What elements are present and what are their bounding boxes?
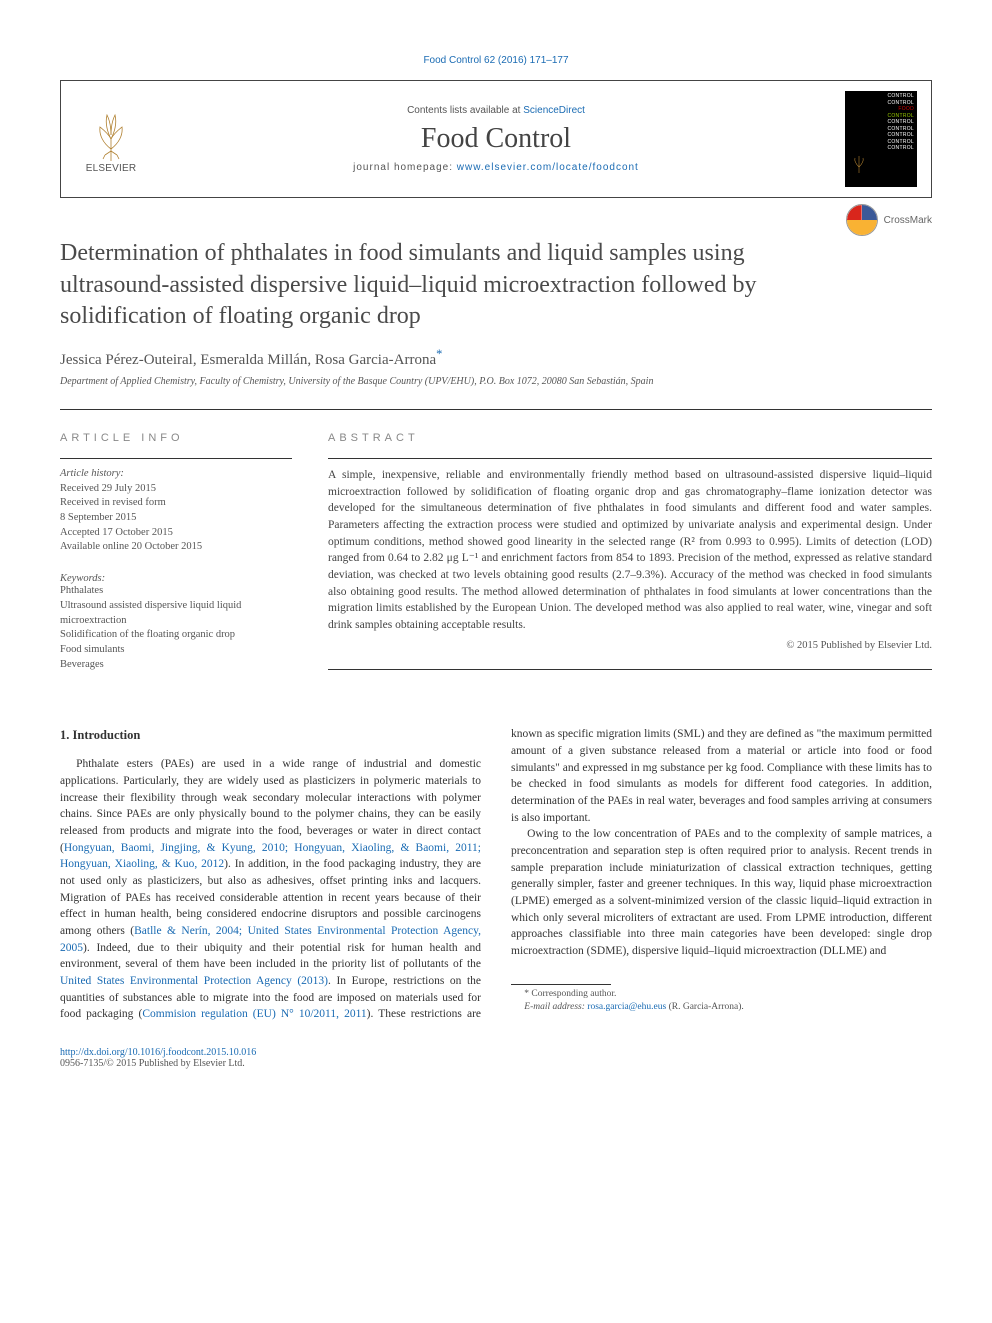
history-accepted: Accepted 17 October 2015 bbox=[60, 526, 292, 541]
cover-line: CONTROL bbox=[848, 120, 914, 126]
email-footnote: E-mail address: rosa.garcia@ehu.eus (R. … bbox=[511, 1001, 932, 1014]
article-title: Determination of phthalates in food simu… bbox=[60, 238, 840, 333]
affiliation: Department of Applied Chemistry, Faculty… bbox=[60, 376, 932, 387]
email-label: E-mail address: bbox=[524, 1002, 587, 1012]
doi-link[interactable]: http://dx.doi.org/10.1016/j.foodcont.201… bbox=[60, 1047, 256, 1058]
elsevier-logo-cell: ELSEVIER bbox=[61, 101, 161, 178]
cover-line: CONTROL bbox=[848, 133, 914, 139]
history-revised-date: 8 September 2015 bbox=[60, 511, 292, 526]
contents-available: Contents lists available at ScienceDirec… bbox=[407, 105, 585, 116]
keyword: Solidification of the floating organic d… bbox=[60, 628, 292, 643]
journal-reference: Food Control 62 (2016) 171–177 bbox=[60, 55, 932, 66]
article-info-col: ARTICLE INFO Article history: Received 2… bbox=[60, 410, 292, 672]
rule bbox=[60, 458, 292, 459]
journal-cover-icon: CONTROL CONTROL FOOD CONTROL CONTROL CON… bbox=[845, 91, 917, 187]
journal-cover-cell: CONTROL CONTROL FOOD CONTROL CONTROL CON… bbox=[831, 91, 931, 187]
header-center: Contents lists available at ScienceDirec… bbox=[161, 105, 831, 173]
elsevier-label: ELSEVIER bbox=[86, 163, 137, 174]
rule bbox=[328, 458, 932, 459]
sciencedirect-link[interactable]: ScienceDirect bbox=[523, 105, 585, 116]
article-history: Article history: Received 29 July 2015 R… bbox=[60, 467, 292, 555]
article-body: 1. Introduction Phthalate esters (PAEs) … bbox=[60, 726, 932, 1023]
crossmark[interactable]: CrossMark bbox=[846, 204, 932, 236]
copyright: © 2015 Published by Elsevier Ltd. bbox=[328, 640, 932, 651]
cover-line: CONTROL bbox=[848, 94, 914, 100]
intro-paragraph: Owing to the low concentration of PAEs a… bbox=[511, 826, 932, 959]
cover-tree-icon bbox=[850, 154, 868, 174]
text: Phthalate esters (PAEs) are used in a wi… bbox=[60, 758, 481, 853]
keyword: Beverages bbox=[60, 658, 292, 673]
keyword: Phthalates bbox=[60, 584, 292, 599]
info-abstract-row: ARTICLE INFO Article history: Received 2… bbox=[60, 410, 932, 672]
abstract-label: ABSTRACT bbox=[328, 432, 932, 444]
journal-header: ELSEVIER Contents lists available at Sci… bbox=[60, 80, 932, 198]
history-revised-label: Received in revised form bbox=[60, 496, 292, 511]
authors: Jessica Pérez-Outeiral, Esmeralda Millán… bbox=[60, 347, 932, 369]
abstract-col: ABSTRACT A simple, inexpensive, reliable… bbox=[328, 410, 932, 672]
article-info-label: ARTICLE INFO bbox=[60, 432, 292, 444]
citation-link[interactable]: United States Environmental Protection A… bbox=[60, 975, 328, 987]
journal-home-prefix: journal homepage: bbox=[353, 162, 457, 173]
keyword: Ultrasound assisted dispersive liquid li… bbox=[60, 599, 292, 628]
crossmark-icon bbox=[846, 204, 878, 236]
issn-copyright: 0956-7135/© 2015 Published by Elsevier L… bbox=[60, 1058, 932, 1069]
history-online: Available online 20 October 2015 bbox=[60, 540, 292, 555]
keywords-list: Phthalates Ultrasound assisted dispersiv… bbox=[60, 584, 292, 672]
cover-line: CONTROL bbox=[848, 146, 914, 152]
journal-home-link[interactable]: www.elsevier.com/locate/foodcont bbox=[457, 162, 639, 173]
journal-title: Food Control bbox=[421, 123, 571, 155]
contents-prefix: Contents lists available at bbox=[407, 105, 523, 116]
rule bbox=[328, 669, 932, 670]
elsevier-tree-icon bbox=[85, 105, 137, 163]
doi-block: http://dx.doi.org/10.1016/j.foodcont.201… bbox=[60, 1047, 932, 1069]
cover-line: FOOD bbox=[848, 107, 914, 113]
intro-heading: 1. Introduction bbox=[60, 726, 481, 744]
email-suffix: (R. Garcia-Arrona). bbox=[666, 1002, 744, 1012]
text: ). Indeed, due to their ubiquity and the… bbox=[60, 942, 481, 971]
footnote-rule bbox=[511, 984, 611, 985]
keyword: Food simulants bbox=[60, 643, 292, 658]
email-link[interactable]: rosa.garcia@ehu.eus bbox=[587, 1002, 666, 1012]
history-received: Received 29 July 2015 bbox=[60, 482, 292, 497]
author-list: Jessica Pérez-Outeiral, Esmeralda Millán… bbox=[60, 352, 436, 368]
abstract-text: A simple, inexpensive, reliable and envi… bbox=[328, 467, 932, 634]
keywords-label: Keywords: bbox=[60, 573, 292, 584]
citation-link[interactable]: Commision regulation (EU) N° 10/2011, 20… bbox=[142, 1008, 366, 1020]
history-heading: Article history: bbox=[60, 468, 124, 479]
corresponding-author-footnote: * Corresponding author. bbox=[511, 988, 932, 1001]
journal-homepage: journal homepage: www.elsevier.com/locat… bbox=[353, 162, 639, 173]
corresponding-star-icon: * bbox=[436, 347, 442, 361]
page: Food Control 62 (2016) 171–177 ELSEVIER bbox=[0, 0, 992, 1119]
crossmark-label: CrossMark bbox=[884, 215, 932, 226]
